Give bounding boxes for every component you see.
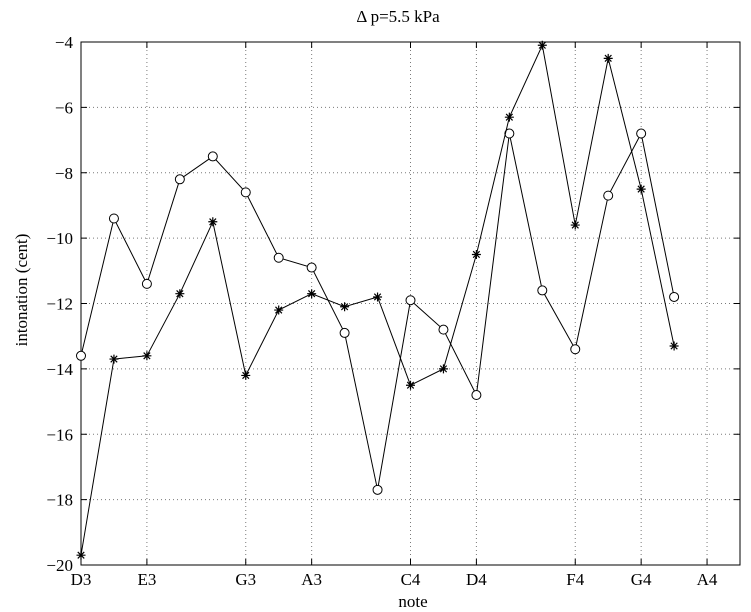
- y-tick-labels: −20 −18 −16 −14 −12 −10 −8 −6 −4: [46, 33, 73, 575]
- x-tick-labels: D3 E3 G3 A3 C4 D4 F4 G4 A4: [71, 570, 718, 589]
- x-tick-label: E3: [137, 570, 156, 589]
- data-point: [373, 292, 383, 302]
- data-point: [669, 341, 679, 351]
- y-tick-label: −8: [55, 164, 73, 183]
- y-tick-label: −16: [46, 425, 73, 444]
- data-point: [339, 327, 350, 338]
- x-tick-label: F4: [566, 570, 584, 589]
- data-point: [603, 53, 613, 63]
- data-point: [207, 151, 218, 162]
- series-circle: [76, 128, 680, 495]
- data-point: [109, 354, 119, 364]
- y-tick-label: −6: [55, 98, 73, 117]
- data-point: [438, 324, 449, 335]
- y-tick-label: −14: [46, 360, 73, 379]
- data-point: [438, 364, 448, 374]
- data-point: [274, 305, 284, 315]
- data-point: [570, 220, 580, 230]
- data-point: [340, 302, 350, 312]
- x-axis-label: note: [398, 592, 427, 611]
- data-point: [307, 289, 317, 299]
- data-point: [175, 289, 185, 299]
- y-tick-label: −4: [55, 33, 74, 52]
- data-point: [76, 350, 86, 361]
- x-tick-label: A3: [301, 570, 322, 589]
- data-point: [372, 484, 383, 495]
- data-point: [570, 344, 581, 355]
- y-tick-label: −18: [46, 491, 73, 510]
- data-point: [174, 174, 185, 185]
- y-tick-label: −20: [46, 556, 73, 575]
- data-point: [306, 262, 317, 273]
- x-tick-label: G4: [631, 570, 652, 589]
- data-point: [669, 291, 680, 302]
- x-tick-label: D4: [466, 570, 487, 589]
- chart-title: Δ p=5.5 kPa: [356, 7, 440, 26]
- x-tick-label: A4: [697, 570, 718, 589]
- y-tick-label: −12: [46, 295, 73, 314]
- data-point: [142, 351, 152, 361]
- data-point: [240, 187, 251, 198]
- data-point: [471, 390, 482, 401]
- data-point: [241, 370, 251, 380]
- data-point: [76, 550, 86, 560]
- x-tick-label: D3: [71, 570, 92, 589]
- y-axis-label: intonation (cent): [12, 234, 31, 347]
- data-point: [636, 184, 646, 194]
- data-point: [504, 112, 514, 122]
- x-tick-label: C4: [401, 570, 421, 589]
- data-point: [537, 40, 547, 50]
- data-point: [636, 128, 647, 139]
- data-point: [208, 217, 218, 227]
- y-tick-label: −10: [46, 229, 73, 248]
- tick-marks: [80, 41, 740, 566]
- data-point: [273, 252, 284, 263]
- data-point: [405, 295, 416, 306]
- data-point: [141, 278, 152, 289]
- series-star: [76, 40, 679, 560]
- data-point: [108, 213, 119, 224]
- data-point: [504, 128, 515, 139]
- data-point: [406, 380, 415, 390]
- data-point: [471, 249, 481, 259]
- data-point: [537, 285, 548, 296]
- series-layer: [76, 40, 680, 560]
- data-point: [603, 190, 614, 201]
- x-tick-label: G3: [235, 570, 256, 589]
